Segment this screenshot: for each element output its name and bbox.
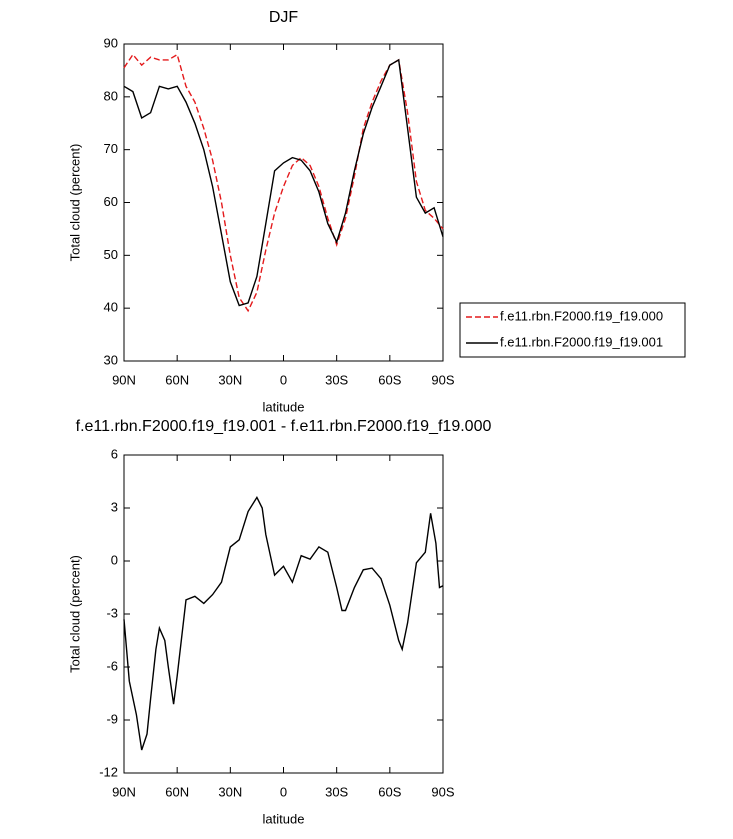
data-line [123, 53, 444, 313]
x-tick-label: 90N [112, 784, 136, 799]
y-tick-label: -9 [106, 711, 118, 726]
x-tick-label: 30N [218, 784, 242, 799]
y-tick-label: 60 [104, 194, 118, 209]
y-tick-label: 90 [104, 35, 118, 50]
chart-title: f.e11.rbn.F2000.f19_f19.001 - f.e11.rbn.… [76, 418, 492, 435]
panel: DJF latitude Total cloud (percent) 30 40 50 60… [67, 9, 686, 414]
x-tick-label: 90N [112, 372, 136, 387]
y-tick-label: 6 [111, 446, 118, 461]
x-axis-label: latitude [263, 811, 305, 826]
y-tick-label: 0 [111, 552, 118, 567]
panel: f.e11.rbn.F2000.f19_f19.001 - f.e11.rbn.… [67, 418, 491, 826]
x-tick-label: 0 [280, 372, 287, 387]
y-axis-label: Total cloud (percent) [67, 144, 82, 262]
x-tick-label: 0 [280, 784, 287, 799]
x-tick-label: 60N [165, 372, 189, 387]
y-tick-label: 40 [104, 300, 118, 315]
data-line [123, 58, 444, 307]
y-axis-label: Total cloud (percent) [67, 555, 82, 673]
x-tick-label: 30S [325, 784, 348, 799]
x-tick-label: 60S [378, 372, 401, 387]
y-tick-label: 80 [104, 88, 118, 103]
legend-label: f.e11.rbn.F2000.f19_f19.001 [500, 334, 663, 349]
plot-frame [123, 454, 444, 774]
y-tick-label: 30 [104, 352, 118, 367]
y-tick-label: 3 [111, 499, 118, 514]
legend-box [459, 302, 686, 358]
x-tick-label: 60N [165, 784, 189, 799]
y-tick-label: -12 [99, 764, 118, 779]
plot-frame [123, 43, 444, 362]
x-tick-label: 90S [431, 372, 454, 387]
legend-label: f.e11.rbn.F2000.f19_f19.000 [500, 308, 663, 323]
y-tick-label: 70 [104, 141, 118, 156]
data-line [123, 495, 444, 751]
x-tick-label: 30S [325, 372, 348, 387]
x-tick-label: 30N [218, 372, 242, 387]
x-tick-label: 60S [378, 784, 401, 799]
y-tick-label: -6 [106, 658, 118, 673]
chart-title: DJF [269, 9, 299, 26]
x-tick-label: 90S [431, 784, 454, 799]
x-axis-label: latitude [263, 399, 305, 414]
y-tick-label: 50 [104, 247, 118, 262]
y-tick-label: -3 [106, 605, 118, 620]
